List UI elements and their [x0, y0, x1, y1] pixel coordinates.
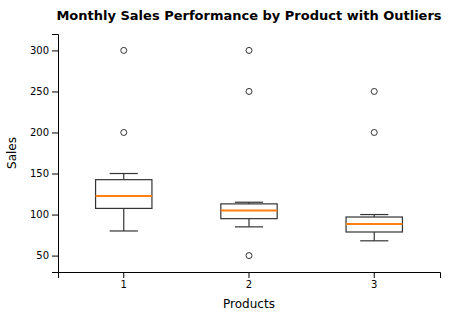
y-tick-mark: [52, 215, 58, 216]
y-axis: 50 100 150 200 250 300: [30, 35, 59, 273]
x-tick-label: 2: [246, 279, 252, 290]
flier: [121, 47, 127, 53]
y-tick-label: 200: [30, 127, 49, 138]
y-tick: 50: [36, 250, 58, 261]
y-tick: 150: [30, 168, 58, 179]
cap-high: [360, 214, 388, 215]
box: [221, 47, 277, 258]
x-axis-line: [59, 273, 441, 279]
whisker-high: [123, 174, 124, 180]
y-tick-label: 100: [30, 209, 49, 220]
chart-container: 50 100 150 200 250 300 1 2 3 Monthly Sales Perfor…: [0, 0, 455, 318]
y-axis-line: [52, 35, 59, 273]
y-tick: 100: [30, 209, 58, 220]
x-tick-mark: [123, 272, 124, 278]
y-tick-label: 250: [30, 86, 49, 97]
y-tick-mark: [52, 256, 58, 257]
y-tick: 300: [30, 45, 58, 56]
whisker-low: [123, 208, 124, 231]
y-tick-mark: [52, 50, 58, 51]
whisker-low: [248, 219, 249, 227]
x-axis: 1 2 3: [59, 272, 441, 290]
median: [96, 195, 152, 197]
y-tick-label: 50: [36, 250, 49, 261]
x-tick: 1: [121, 272, 127, 290]
flier: [246, 47, 252, 53]
x-tick-mark: [374, 272, 375, 278]
plot-area: [96, 47, 403, 258]
box-body: [346, 217, 402, 232]
box: [346, 88, 402, 240]
cap-low: [110, 230, 138, 231]
x-tick-label: 3: [371, 279, 377, 290]
y-tick-mark: [52, 91, 58, 92]
x-tick-mark: [249, 272, 250, 278]
y-tick-label: 300: [30, 45, 49, 56]
box-body: [221, 204, 277, 219]
x-tick: 2: [246, 272, 252, 290]
y-tick-mark: [52, 174, 58, 175]
x-axis-title: Products: [223, 297, 275, 311]
median: [346, 223, 402, 225]
cap-high: [235, 202, 263, 203]
whisker-low: [374, 232, 375, 241]
y-tick-label: 150: [30, 168, 49, 179]
cap-high: [110, 173, 138, 174]
x-tick: 3: [371, 272, 377, 290]
flier: [246, 253, 252, 259]
y-tick: 250: [30, 86, 58, 97]
y-axis-title: Sales: [5, 137, 19, 169]
x-tick-label: 1: [121, 279, 127, 290]
box-body: [96, 180, 152, 209]
flier: [371, 88, 377, 94]
y-tick-mark: [52, 132, 58, 133]
median: [221, 209, 277, 211]
flier: [371, 129, 377, 135]
flier: [121, 129, 127, 135]
title: Monthly Sales Performance by Product wit…: [56, 8, 441, 23]
chart: 50 100 150 200 250 300 1 2 3 Monthly Sales Perfor…: [0, 0, 455, 318]
box: [96, 47, 152, 231]
flier: [246, 88, 252, 94]
cap-low: [360, 240, 388, 241]
cap-low: [235, 226, 263, 227]
y-tick: 200: [30, 127, 58, 138]
